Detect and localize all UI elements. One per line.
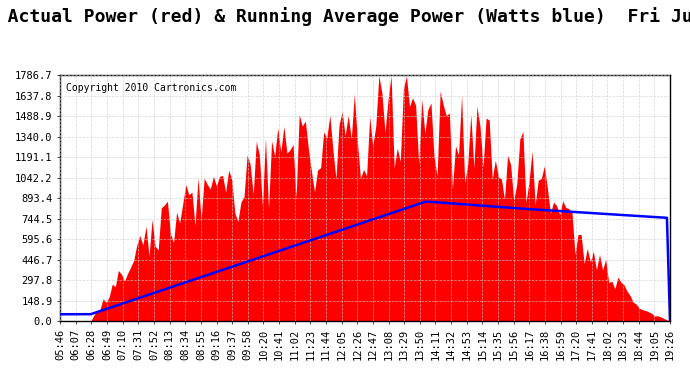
Text: West Array Actual Power (red) & Running Average Power (Watts blue)  Fri Jun 25 1: West Array Actual Power (red) & Running … [0, 8, 690, 27]
Text: Copyright 2010 Cartronics.com: Copyright 2010 Cartronics.com [66, 83, 237, 93]
